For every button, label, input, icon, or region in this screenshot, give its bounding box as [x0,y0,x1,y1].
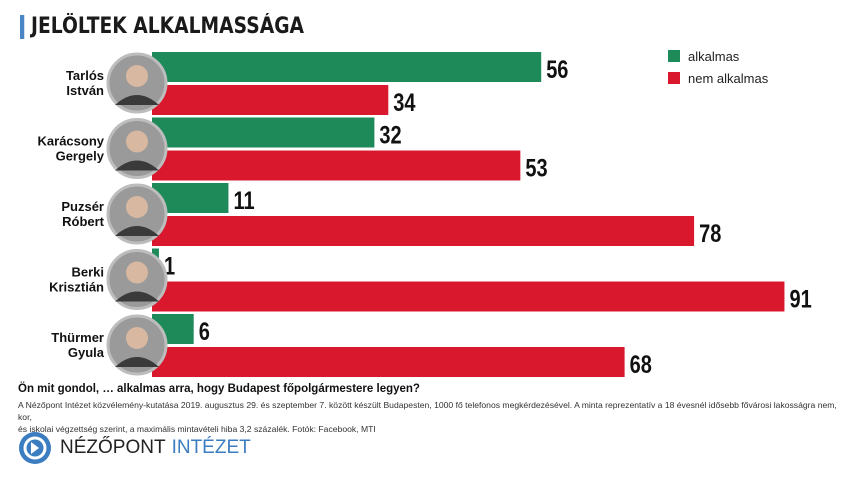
bar-nem-alkalmas [152,281,785,312]
data-label: 32 [379,121,401,149]
bar-alkalmas [152,52,542,82]
bar-nem-alkalmas [152,216,695,246]
bar-alkalmas [152,117,375,148]
title-text: JELÖLTEK ALKALMASSÁGA [31,14,305,39]
survey-question: Ön mit gondol, … alkalmas arra, hogy Bud… [18,383,420,395]
legend-swatch [668,72,680,84]
logo-text-2: INTÉZET [171,437,251,458]
title-accent-bar [20,14,25,39]
data-label: 53 [525,154,547,182]
candidate-name: Karácsony [38,134,105,149]
methodology-note: A Nézőpont Intézet közvélemény-kutatása … [18,399,838,435]
candidate-name: Krisztián [49,280,104,295]
photo-shoulders [115,291,159,302]
data-label: 1 [164,252,175,280]
photo-shoulders [115,95,159,105]
candidate-name: Gergely [56,149,105,164]
candidate-name: Gyula [68,345,105,360]
photo-shoulders [115,226,159,236]
nezopont-logo: NÉZŐPONT INTÉZET [18,431,251,465]
photo-face [126,196,148,218]
data-label: 68 [630,351,652,379]
logo-icon [19,432,51,464]
chart-title: JELÖLTEK ALKALMASSÁGA [20,14,304,39]
legend-label: alkalmas [688,49,740,64]
note-line-2: és iskolai végzettség szerint, a maximál… [18,424,376,434]
data-label: 11 [233,187,254,215]
bar-nem-alkalmas [152,347,625,377]
bar-nem-alkalmas [152,85,389,115]
candidate-name: Tarlós [66,68,104,83]
data-label: 6 [199,318,210,346]
data-label: 78 [699,220,721,248]
data-label: 56 [546,56,568,84]
legend-label: nem alkalmas [688,71,769,86]
photo-shoulders [115,160,159,171]
photo-face [126,327,148,349]
photo-shoulders [115,357,159,367]
data-label: 91 [789,285,811,313]
logo-text-1: NÉZŐPONT [60,437,166,458]
bar-nem-alkalmas [152,150,521,181]
candidate-name: Róbert [62,214,105,229]
data-label: 34 [393,89,416,117]
candidate-name: István [66,83,104,98]
photo-face [126,261,148,284]
note-line-1: A Nézőpont Intézet közvélemény-kutatása … [18,400,837,422]
candidate-name: Puzsér [61,199,104,214]
legend-swatch [668,50,680,62]
photo-face [126,65,148,87]
photo-face [126,130,148,153]
candidate-name: Thürmer [51,330,104,345]
candidate-name: Berki [71,265,104,280]
